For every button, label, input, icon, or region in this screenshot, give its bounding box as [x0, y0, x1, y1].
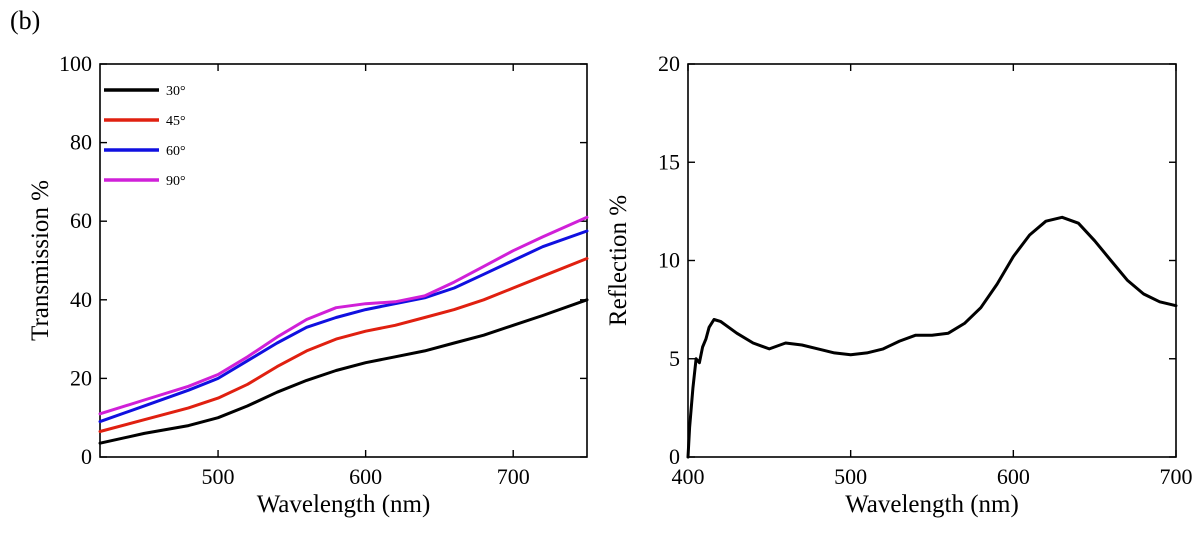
transmission-chart: 500 600 700 0 20 40 60 80 100 Wavelength (nm) Tran… — [27, 51, 589, 518]
x-tick-label: 400 — [672, 464, 705, 489]
x-axis-label: Wavelength (nm) — [257, 491, 431, 518]
panel-label: (b) — [10, 6, 41, 35]
plot-frame — [687, 63, 1177, 458]
y-tick-label: 100 — [59, 51, 92, 76]
y-axis-label: Transmission % — [27, 180, 54, 341]
y-tick-label: 20 — [658, 51, 680, 76]
series-line — [98, 229, 589, 424]
reflection-chart: 400 500 600 700 0 5 10 15 20 Wavelength (nm) Refle… — [605, 51, 1193, 518]
y-tick-label: 60 — [70, 208, 92, 233]
y-tick-label: 0 — [81, 444, 92, 469]
y-tick-label: 40 — [70, 287, 92, 312]
legend-label: 60° — [166, 144, 186, 159]
series-line — [98, 215, 589, 416]
legend-label: 45° — [166, 114, 186, 129]
legend-label: 90° — [166, 174, 186, 189]
x-tick-label: 700 — [497, 464, 530, 489]
legend-label: 30° — [166, 84, 186, 99]
y-tick-label: 80 — [70, 130, 92, 155]
series-line — [686, 215, 1178, 459]
y-tick-label: 15 — [658, 149, 680, 174]
y-tick-label: 10 — [658, 248, 680, 273]
x-axis-label: Wavelength (nm) — [845, 491, 1019, 518]
x-tick-label: 500 — [202, 464, 235, 489]
x-tick-label: 500 — [834, 464, 867, 489]
x-tick-label: 700 — [1160, 464, 1193, 489]
y-tick-label: 5 — [669, 346, 680, 371]
series-line — [98, 298, 589, 445]
series-line — [98, 257, 589, 433]
y-tick-label: 20 — [70, 365, 92, 390]
plot-frame — [99, 63, 588, 458]
x-tick-label: 600 — [349, 464, 382, 489]
y-axis-label: Reflection % — [605, 195, 632, 326]
y-tick-label: 0 — [669, 444, 680, 469]
x-tick-label: 600 — [997, 464, 1030, 489]
